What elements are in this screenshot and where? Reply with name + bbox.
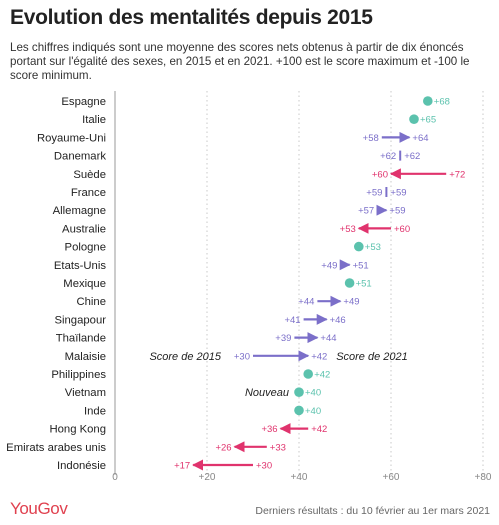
value-label: +46 bbox=[330, 315, 346, 326]
category-label: Philippines bbox=[51, 369, 106, 381]
chart-subtitle: Les chiffres indiqués sont une moyenne d… bbox=[10, 41, 470, 82]
value-label: +65 bbox=[420, 115, 436, 126]
value-label: +72 bbox=[449, 169, 465, 180]
value-label: +41 bbox=[284, 315, 300, 326]
x-tick-label: 0 bbox=[112, 472, 118, 483]
x-tick-label: +20 bbox=[199, 472, 216, 483]
x-tick-label: +60 bbox=[383, 472, 400, 483]
value-label: +57 bbox=[358, 206, 374, 217]
value-label: +30 bbox=[256, 461, 272, 472]
footer-source: Derniers résultats : du 10 février au 1e… bbox=[255, 505, 490, 517]
value-label: +42 bbox=[311, 351, 327, 362]
category-label: Indonésie bbox=[57, 460, 106, 472]
value-label: +39 bbox=[275, 333, 291, 344]
value-label: +51 bbox=[356, 279, 372, 290]
value-label: +17 bbox=[174, 461, 190, 472]
value-label: +42 bbox=[314, 370, 330, 381]
value-label: +68 bbox=[434, 97, 450, 108]
value-label: +33 bbox=[270, 442, 286, 453]
category-label: Italie bbox=[82, 114, 106, 126]
category-label: Vietnam bbox=[65, 387, 106, 399]
value-label: +30 bbox=[234, 351, 250, 362]
category-label: Mexique bbox=[63, 278, 106, 290]
value-label: +49 bbox=[321, 260, 337, 271]
category-label: Espagne bbox=[61, 96, 106, 108]
category-label: Pologne bbox=[65, 242, 106, 254]
category-label: Thaïlande bbox=[56, 333, 106, 345]
category-label: France bbox=[71, 187, 106, 199]
value-label: +36 bbox=[261, 424, 277, 435]
value-label: +40 bbox=[305, 406, 321, 417]
category-label: Danemark bbox=[54, 151, 106, 163]
category-label: Emirats arabes unis bbox=[6, 442, 106, 454]
value-label: +59 bbox=[366, 188, 382, 199]
value-label: +64 bbox=[412, 133, 428, 144]
value-label: +49 bbox=[343, 297, 359, 308]
annotation: Nouveau bbox=[245, 387, 289, 399]
value-label: +51 bbox=[353, 260, 369, 271]
yougov-logo: YouGov bbox=[10, 499, 68, 518]
data-point bbox=[294, 387, 304, 398]
value-label: +53 bbox=[365, 242, 381, 253]
category-label: Etats-Unis bbox=[54, 260, 106, 272]
value-label: +59 bbox=[389, 206, 405, 217]
x-tick-label: +80 bbox=[475, 472, 492, 483]
chart-title: Evolution des mentalités depuis 2015 bbox=[10, 6, 373, 29]
annotation: Score de 2015 bbox=[149, 351, 221, 363]
data-point bbox=[423, 96, 433, 106]
value-label: +26 bbox=[215, 442, 231, 453]
category-label: Inde bbox=[84, 405, 106, 417]
data-point bbox=[409, 114, 419, 124]
category-label: Suède bbox=[73, 169, 106, 181]
data-point bbox=[303, 369, 314, 379]
category-label: Royaume-Uni bbox=[37, 132, 106, 144]
value-label: +60 bbox=[394, 224, 410, 235]
x-tick-label: +40 bbox=[291, 472, 308, 483]
category-label: Singapour bbox=[54, 314, 106, 326]
value-label: +59 bbox=[390, 188, 406, 199]
value-label: +44 bbox=[298, 297, 314, 308]
value-label: +62 bbox=[404, 151, 420, 162]
value-label: +53 bbox=[340, 224, 356, 235]
value-label: +60 bbox=[372, 169, 388, 180]
annotation: Score de 2021 bbox=[336, 351, 408, 363]
value-label: +62 bbox=[380, 151, 396, 162]
category-label: Allemagne bbox=[53, 205, 106, 217]
data-point bbox=[344, 278, 355, 288]
data-point bbox=[294, 405, 304, 416]
value-label: +44 bbox=[320, 333, 336, 344]
category-label: Malaisie bbox=[65, 351, 106, 363]
category-label: Australie bbox=[62, 223, 106, 235]
value-label: +58 bbox=[363, 133, 379, 144]
value-label: +42 bbox=[311, 424, 327, 435]
category-label: Hong Kong bbox=[49, 424, 106, 436]
data-point bbox=[354, 241, 364, 252]
value-label: +40 bbox=[305, 388, 321, 399]
category-label: Chine bbox=[76, 296, 106, 308]
